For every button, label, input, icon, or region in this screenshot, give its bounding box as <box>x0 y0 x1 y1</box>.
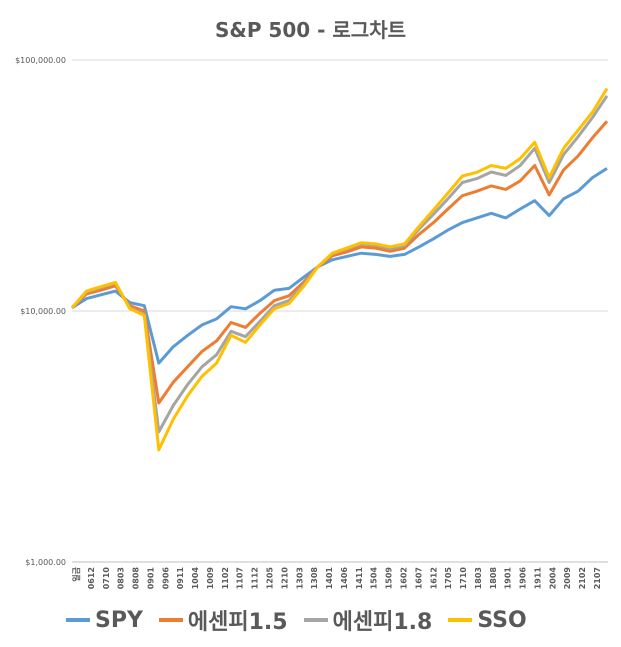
x-tick-label: 2004 <box>548 567 557 590</box>
x-tick-label: 1303 <box>295 567 304 589</box>
x-tick-label: 1602 <box>399 567 408 589</box>
x-tick-label: 1112 <box>251 567 260 589</box>
x-tick-label: 1009 <box>206 567 215 590</box>
x-tick-label: 0911 <box>176 567 185 590</box>
x-tick-label: 1210 <box>280 567 289 590</box>
x-tick-label: 1401 <box>325 567 334 590</box>
gridlines <box>72 59 608 563</box>
x-tick-label: 1308 <box>310 567 319 590</box>
legend-label: 에센피1.5 <box>187 610 288 635</box>
series-line-4 <box>70 87 609 452</box>
x-axis-ticks: 일금 0612 0710 0803 0808 0901 0906 0911 1004 1009 11… <box>71 566 602 589</box>
series-line-2 <box>70 120 609 405</box>
x-tick-label: 0612 <box>87 567 96 589</box>
x-tick-label: 1705 <box>444 567 453 590</box>
x-tick-label: 1509 <box>385 567 394 590</box>
series-lines <box>70 87 609 452</box>
y-tick-label: $1,000.00 <box>25 558 66 567</box>
x-tick-label: 2107 <box>593 567 602 589</box>
x-tick-label: 0906 <box>161 567 170 590</box>
chart-title: S&P 500 - 로그차트 <box>214 18 407 42</box>
x-tick-label: 1808 <box>489 567 498 590</box>
y-axis-ticks: $1,000.00 $10,000.00 $100,000.00 <box>15 56 66 567</box>
legend-swatch <box>448 618 473 622</box>
x-tick-label: 1004 <box>191 567 200 590</box>
legend-label: 에센피1.8 <box>332 610 433 635</box>
y-tick-label: $100,000.00 <box>15 56 66 65</box>
x-tick-label: 2009 <box>563 567 572 590</box>
x-tick-label: 일금 <box>71 566 81 581</box>
x-tick-label: 2102 <box>578 567 587 589</box>
legend-item-3: 에센피1.8 <box>303 604 433 636</box>
legend-swatch <box>303 618 328 622</box>
x-tick-label: 1612 <box>429 567 438 589</box>
x-tick-label: 0901 <box>146 567 155 590</box>
x-tick-label: 0803 <box>117 567 126 589</box>
legend-swatch <box>66 618 90 622</box>
x-tick-label: 1803 <box>474 567 483 589</box>
x-tick-label: 1406 <box>340 567 349 590</box>
x-tick-label: 1607 <box>414 567 423 589</box>
x-tick-label: 1901 <box>504 567 513 590</box>
x-tick-label: 1906 <box>519 567 528 590</box>
legend: SPY 에센피1.5 에센피1.8 SSO <box>66 604 543 636</box>
x-tick-label: 0710 <box>102 567 111 590</box>
legend-item-4: SSO <box>448 607 527 633</box>
y-tick-label: $10,000.00 <box>20 307 66 316</box>
legend-label: SPY <box>95 607 143 633</box>
x-tick-label: 1710 <box>459 567 468 590</box>
x-tick-label: 1107 <box>236 567 245 589</box>
x-tick-label: 1102 <box>221 567 230 589</box>
x-tick-label: 0808 <box>132 567 141 590</box>
legend-item-1: SPY <box>66 608 143 633</box>
x-tick-label: 1504 <box>370 567 379 590</box>
x-tick-label: 1911 <box>533 567 542 590</box>
legend-item-2: 에센피1.5 <box>158 604 288 636</box>
legend-swatch <box>158 618 183 622</box>
x-tick-label: 1411 <box>355 567 364 590</box>
x-tick-label: 1205 <box>266 567 275 590</box>
legend-label: SSO <box>477 607 527 633</box>
series-line-1 <box>71 167 608 365</box>
